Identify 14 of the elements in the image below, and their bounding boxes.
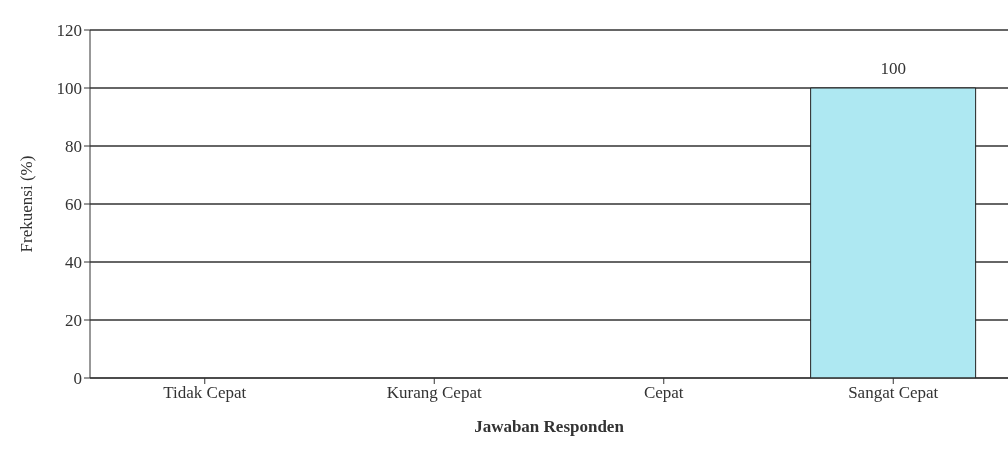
x-axis-title: Jawaban Responden [474,417,625,436]
y-tick-label: 80 [65,137,82,157]
y-tick-label: 20 [65,311,82,331]
x-tick-label: Cepat [643,383,684,403]
x-tick-label: Tidak Cepat [163,383,247,403]
y-tick-label: 40 [65,253,82,273]
x-tick-label: Sangat Cepat [848,383,939,403]
data-label: 100 [880,59,906,78]
y-tick-label: 60 [65,195,82,215]
y-axis-title: Frekuensi (%) [17,155,37,253]
x-tick-label: Kurang Cepat [386,383,482,403]
y-tick-label: 100 [56,79,82,99]
y-tick-label: 120 [56,21,82,41]
y-tick-label: 0 [73,369,82,389]
